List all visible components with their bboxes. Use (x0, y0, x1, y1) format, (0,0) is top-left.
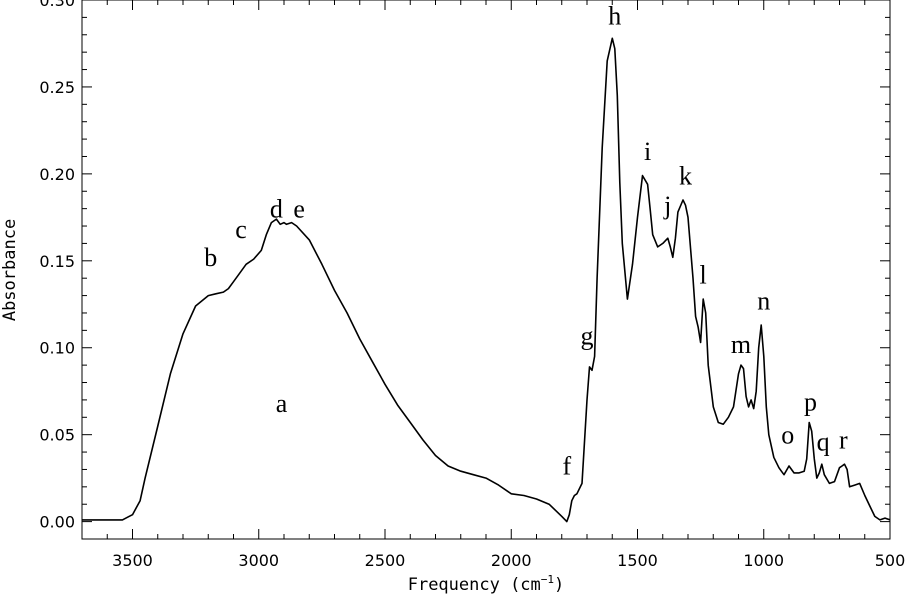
x-tick-label: 2000 (491, 551, 532, 570)
y-tick-label: 0.15 (39, 252, 75, 271)
peak-label-k: k (679, 161, 692, 190)
x-axis-ticks: 3500 3000 2500 2000 1500 1000 500 (81, 0, 906, 570)
peak-label-b: b (204, 243, 217, 272)
y-tick-label: 0.05 (39, 426, 75, 445)
y-tick-label: 0.30 (39, 0, 75, 10)
peak-label-e: e (293, 194, 305, 223)
x-tick-label: 1000 (743, 551, 784, 570)
peak-label-l: l (700, 260, 707, 289)
peak-label-m: m (731, 330, 751, 359)
x-axis-title-unit-exponent: −1 (541, 573, 554, 586)
y-axis-title: Absorbance (0, 219, 20, 321)
peak-label-n: n (757, 286, 770, 315)
spectrum-line (82, 37, 891, 523)
x-axis-title: Frequency (cm−1) (408, 573, 565, 595)
peak-label-g: g (581, 321, 594, 350)
peak-label-p: p (804, 387, 817, 416)
x-tick-label: 2500 (365, 551, 406, 570)
y-tick-label: 0.10 (39, 339, 75, 358)
peak-label-h: h (608, 1, 621, 30)
y-tick-label: 0.00 (39, 513, 75, 532)
peak-label-d: d (270, 194, 283, 223)
x-tick-label: 1500 (617, 551, 658, 570)
y-tick-label: 0.25 (39, 78, 75, 97)
plot-frame (81, 0, 891, 540)
peak-label-f: f (562, 452, 571, 481)
peak-label-r: r (839, 426, 848, 455)
x-tick-label: 3000 (238, 551, 279, 570)
x-tick-label: 500 (875, 551, 906, 570)
peak-annotations: a bcd e f g h ijk l mn opq r (204, 1, 848, 480)
peak-label-o: o (781, 420, 794, 449)
x-tick-label: 3500 (112, 551, 153, 570)
peak-label-q: q (817, 427, 830, 456)
y-axis-ticks: 0.00 0.05 0.10 0.15 0.20 0.25 0.30 (39, 0, 890, 532)
peak-label-j: j (663, 191, 671, 220)
peak-label-a: a (276, 389, 288, 418)
peak-label-i: i (644, 137, 651, 166)
y-tick-label: 0.20 (39, 165, 75, 184)
peak-label-c: c (235, 215, 247, 244)
